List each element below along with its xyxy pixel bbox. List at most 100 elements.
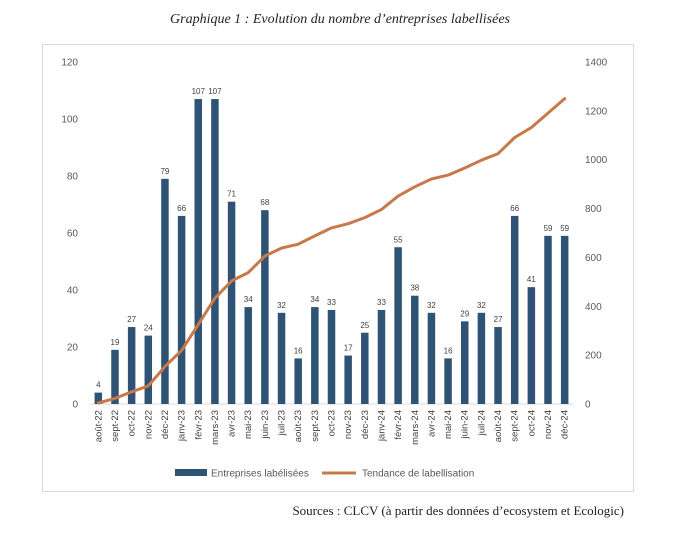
bar-value-label: 79 [160, 167, 169, 176]
bar [311, 307, 319, 404]
y-left-tick-label: 0 [72, 400, 78, 411]
legend-bar-swatch [175, 469, 207, 476]
bar [261, 210, 269, 404]
y-right-tick-label: 1400 [585, 58, 608, 69]
bar-value-label: 16 [444, 346, 453, 355]
y-right-tick-label: 600 [585, 253, 602, 264]
source-note: Sources : CLCV (à partir des données d’e… [292, 503, 624, 518]
x-tick-label: déc-24 [560, 410, 571, 439]
x-tick-label: nov-24 [543, 410, 554, 439]
bar [294, 358, 302, 404]
x-tick-label: mai-23 [243, 410, 254, 439]
bar [177, 215, 186, 404]
x-tick-label: déc-23 [360, 410, 371, 439]
bar [111, 349, 119, 404]
bar-value-label: 38 [410, 284, 419, 293]
bar [411, 295, 419, 404]
x-tick-label: janv-24 [376, 410, 387, 442]
x-tick-label: mars-23 [210, 410, 221, 445]
bar [494, 327, 502, 404]
y-left-tick-label: 60 [67, 229, 79, 240]
x-tick-label: oct-24 [526, 410, 537, 436]
bar-value-label: 34 [310, 295, 319, 304]
x-tick-label: mai-24 [443, 410, 454, 439]
bar-value-label: 32 [427, 301, 436, 310]
bar [211, 99, 219, 405]
legend-bar-label: Entreprises labélisées [211, 469, 309, 480]
x-tick-label: août-23 [293, 410, 304, 442]
bar-value-label: 17 [344, 344, 353, 353]
x-tick-label: août-22 [93, 410, 104, 442]
bar-value-label: 25 [360, 321, 369, 330]
bar [444, 358, 452, 404]
chart-area: 0 20 40 60 80 100 120 0 200 400 600 800 1000 1200 1400… [42, 44, 634, 492]
bar [344, 355, 352, 404]
y-right-tick-label: 200 [585, 351, 602, 362]
bar-value-label: 34 [244, 295, 253, 304]
legend-line-label: Tendance de labellisation [362, 469, 474, 480]
chart-title: Graphique 1 : Evolution du nombre d’entr… [170, 12, 510, 27]
bar-value-label: 19 [111, 338, 120, 347]
y-right-tick-label: 1000 [585, 155, 608, 166]
y-right-tick-label: 0 [585, 400, 591, 411]
bar-value-label: 16 [294, 346, 303, 355]
x-tick-label: avr-24 [426, 410, 437, 437]
x-tick-label: févr-24 [393, 410, 404, 440]
bar [477, 312, 486, 404]
y-left-tick-label: 120 [61, 58, 78, 69]
x-tick-label: nov-23 [343, 410, 354, 439]
x-tick-label: sept-22 [110, 410, 121, 442]
bar-value-label: 24 [144, 324, 153, 333]
bar-value-label: 55 [394, 235, 403, 244]
combo-chart: 0204060801001200200400600800100012001400… [61, 58, 608, 480]
bar [194, 99, 203, 405]
bar-value-label: 107 [208, 87, 222, 96]
y-left-tick-label: 40 [67, 286, 79, 297]
bar [510, 215, 519, 404]
x-tick-label: nov-22 [143, 410, 154, 439]
bar [427, 312, 436, 404]
x-tick-label: juin-23 [260, 410, 271, 440]
bar-value-label: 71 [227, 190, 236, 199]
bar [94, 392, 103, 404]
x-tick-label: sept-23 [310, 410, 321, 442]
x-tick-label: déc-22 [160, 410, 171, 439]
bar-value-label: 32 [277, 301, 286, 310]
bar-value-label: 66 [177, 204, 186, 213]
y-left-tick-label: 20 [67, 343, 79, 354]
trend-line [96, 97, 567, 405]
bar [161, 178, 169, 404]
x-tick-label: févr-23 [193, 410, 204, 440]
bar-value-label: 4 [96, 381, 101, 390]
bar [560, 235, 569, 404]
bar [327, 309, 336, 404]
x-tick-label: janv-23 [177, 410, 188, 442]
bar-value-label: 68 [260, 198, 269, 207]
bar-value-label: 33 [327, 298, 336, 307]
bar [127, 327, 136, 404]
bar-value-label: 41 [527, 275, 536, 284]
bar [394, 247, 402, 404]
x-tick-label: oct-23 [327, 410, 338, 436]
y-right-tick-label: 800 [585, 204, 602, 215]
x-tick-label: avr-23 [227, 410, 238, 437]
x-tick-label: sept-24 [510, 410, 521, 442]
x-tick-label: juil-23 [277, 410, 288, 436]
bar-value-label: 107 [192, 87, 206, 96]
bar [227, 201, 236, 404]
x-tick-label: août-24 [493, 410, 504, 442]
bar [377, 309, 386, 404]
bar-value-label: 27 [494, 315, 503, 324]
bar [361, 332, 369, 404]
bar [244, 307, 252, 404]
bar-value-label: 27 [127, 315, 136, 324]
x-tick-label: juin-24 [460, 410, 471, 440]
bar-value-label: 59 [560, 224, 569, 233]
bar-value-label: 29 [460, 309, 469, 318]
y-left-tick-label: 100 [61, 115, 78, 126]
bar [544, 235, 552, 404]
bar-value-label: 32 [477, 301, 486, 310]
y-left-tick-label: 80 [67, 172, 79, 183]
x-tick-label: mars-24 [410, 410, 421, 445]
bar [527, 287, 536, 404]
